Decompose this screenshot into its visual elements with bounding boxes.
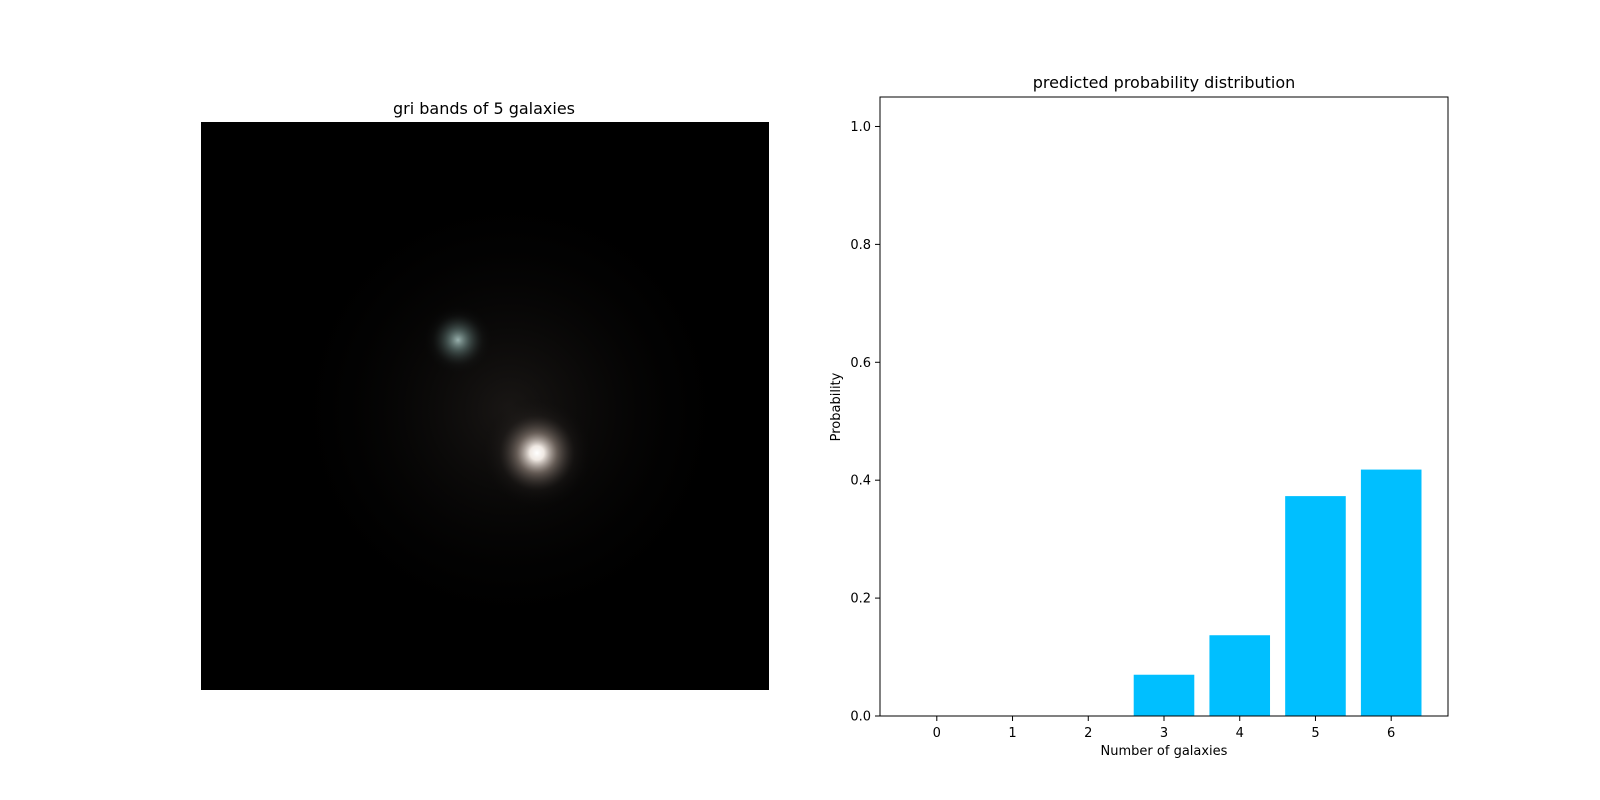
y-tick-label: 0.8 [850, 238, 871, 253]
chart-title: predicted probability distribution [1033, 73, 1296, 92]
galaxy-bright [479, 395, 595, 511]
bar-6 [1360, 469, 1422, 716]
y-ticks: 0.0 0.2 0.4 0.6 0.8 1.0 [850, 120, 880, 725]
image-panel: gri bands of 5 galaxies [201, 99, 769, 690]
x-tick-label: 2 [1084, 726, 1092, 741]
y-tick-label: 1.0 [850, 120, 871, 135]
x-tick-label: 6 [1387, 726, 1395, 741]
bar-3 [1133, 674, 1195, 716]
y-tick-label: 0.0 [850, 710, 871, 725]
x-tick-label: 1 [1008, 726, 1016, 741]
bar-5 [1285, 496, 1346, 716]
image-panel-title: gri bands of 5 galaxies [393, 99, 575, 118]
bars-group [1133, 469, 1422, 716]
bar-chart: predicted probability distribution 0.00.… [829, 73, 1449, 759]
x-tick-label: 4 [1236, 726, 1244, 741]
bar-4 [1209, 635, 1271, 716]
y-tick-label: 0.2 [850, 592, 871, 607]
x-tick-label: 3 [1160, 726, 1168, 741]
x-tick-label: 0 [933, 726, 941, 741]
x-tick-label: 5 [1311, 726, 1319, 741]
x-axis-label: Number of galaxies [1101, 744, 1228, 759]
y-tick-label: 0.4 [850, 474, 871, 489]
galaxy-faint [422, 304, 494, 376]
x-ticks: 0 1 2 3 4 5 6 [933, 716, 1395, 741]
y-tick-label: 0.6 [850, 356, 871, 371]
y-axis-label: Probability [829, 372, 844, 441]
